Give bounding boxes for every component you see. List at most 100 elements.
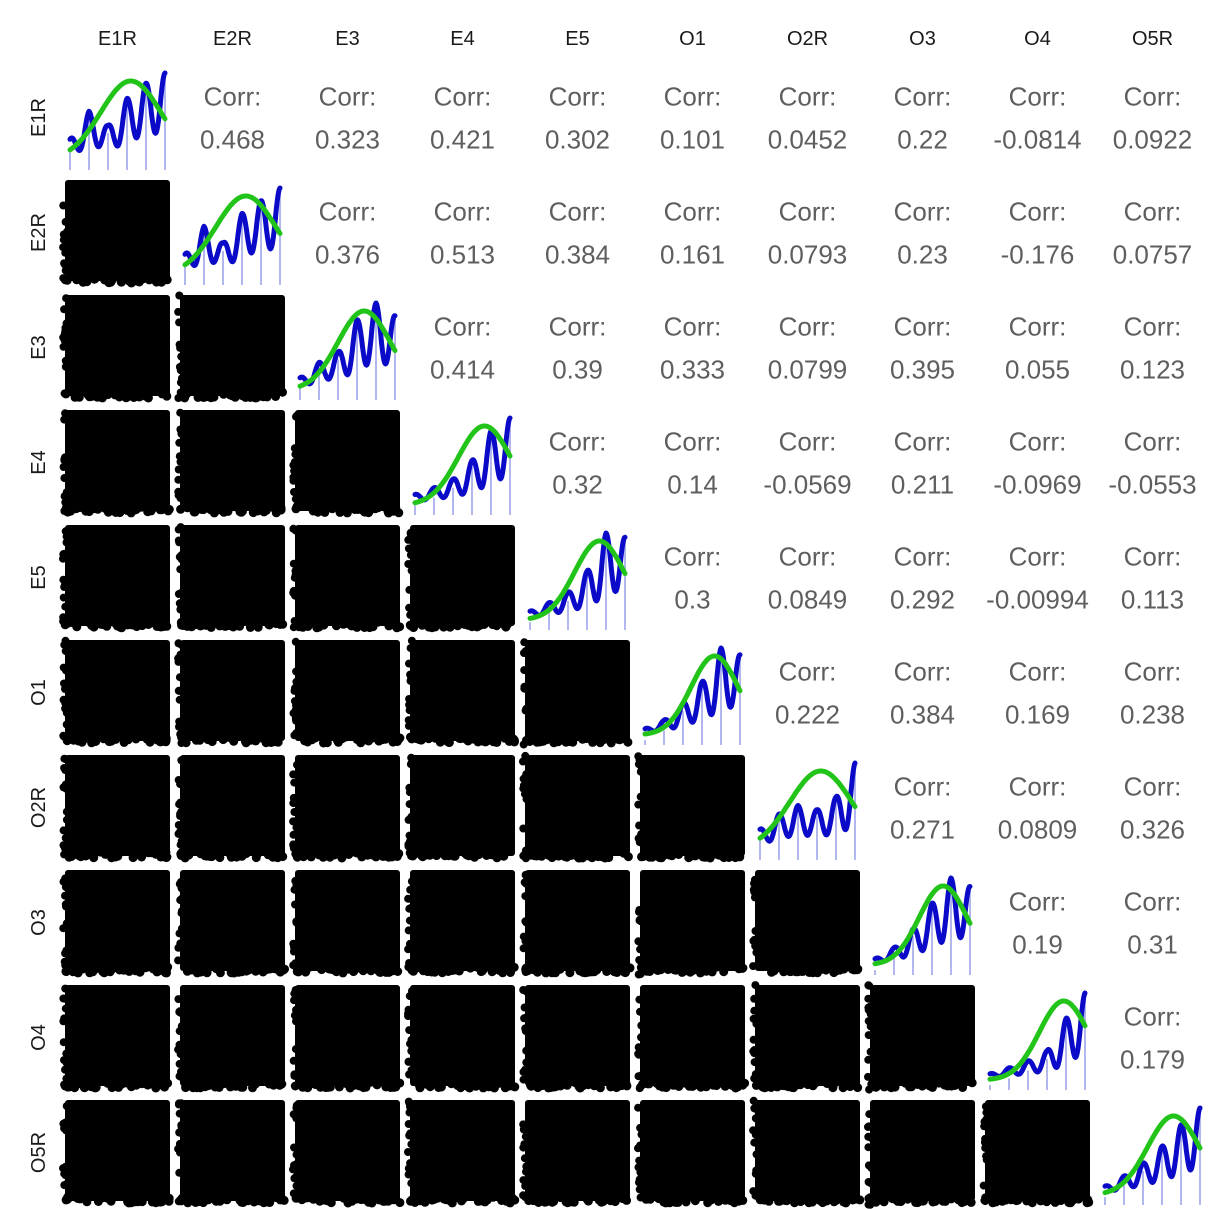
scatter-point	[62, 1179, 71, 1188]
scatter-panel-o2r-o1	[634, 752, 745, 863]
scatter-point	[375, 966, 385, 976]
row-label-e2r: E2R	[28, 213, 50, 252]
scatter-point	[209, 508, 219, 518]
scatter-point	[521, 892, 530, 901]
scatter-point	[988, 1198, 998, 1208]
scatter-point	[750, 1058, 759, 1067]
corr-label: Corr:	[779, 427, 837, 457]
scatter-point	[575, 966, 585, 976]
scatter-point	[62, 720, 71, 729]
corr-value-e3-o2r: 0.0799	[768, 355, 848, 385]
scatter-point	[417, 848, 427, 858]
panels: Corr: 0.468 Corr: 0.323 Corr: 0.421 Corr: 0.302…	[59, 70, 1203, 1209]
scatter-point	[114, 1082, 123, 1092]
scatter-point	[62, 532, 71, 541]
point-cloud	[295, 640, 400, 741]
scatter-point	[519, 1120, 528, 1129]
scatter-point	[488, 1192, 498, 1202]
scatter-point	[717, 849, 727, 859]
scatter-point	[273, 737, 283, 747]
point-cloud	[295, 525, 400, 626]
scatter-point	[292, 967, 301, 976]
scatter-point	[61, 755, 70, 764]
scatter-point	[681, 1197, 691, 1207]
scatter-point	[62, 319, 71, 328]
corr-panel-e1r-e3: Corr: 0.323	[315, 82, 380, 155]
scatter-point	[278, 619, 288, 629]
scatter-point	[406, 885, 415, 894]
scatter-point	[364, 508, 373, 518]
scatter-point	[595, 738, 605, 748]
scatter-point	[690, 1196, 700, 1206]
scatter-point	[430, 622, 440, 632]
scatter-point	[564, 737, 574, 747]
scatter-point	[913, 1196, 923, 1205]
scatter-point	[306, 852, 316, 862]
scatter-point	[879, 1196, 889, 1206]
point-cloud	[180, 410, 285, 511]
scatter-point	[695, 968, 705, 978]
scatter-point	[701, 852, 710, 862]
scatter-point	[520, 682, 529, 691]
scatter-point	[497, 848, 507, 857]
corr-value-e4-o1: 0.14	[667, 470, 718, 500]
corr-panel-o1-o3: Corr: 0.384	[890, 657, 955, 730]
scatter-point	[674, 1082, 684, 1091]
scatter-panel-e5-e2r	[174, 523, 288, 632]
scatter-point	[176, 366, 185, 375]
scatter-point	[289, 623, 298, 632]
scatter-point	[222, 1195, 232, 1205]
scatter-point	[61, 994, 70, 1003]
scatter-point	[227, 391, 237, 401]
scatter-point	[292, 677, 301, 686]
scatter-point	[404, 1005, 413, 1014]
scatter-point	[290, 444, 299, 453]
scatter-point	[424, 622, 434, 632]
scatter-panel-o4-e5	[519, 985, 632, 1093]
scatter-point	[405, 1131, 414, 1140]
scatter-point	[60, 1169, 69, 1178]
scatter-point	[237, 390, 247, 400]
corr-value-e5-o1: 0.3	[674, 585, 710, 615]
corr-label: Corr:	[1124, 312, 1182, 342]
scatter-point	[261, 1197, 271, 1207]
scatter-panel-e4-e1r	[59, 409, 174, 518]
corr-panel-e1r-o4: Corr: -0.0814	[993, 82, 1081, 155]
scatter-point	[634, 937, 643, 946]
scatter-point	[406, 1159, 415, 1168]
scatter-point	[356, 1195, 366, 1205]
scatter-panel-o5r-o3	[864, 1100, 976, 1209]
density-panel-e2r	[182, 185, 283, 285]
scatter-point	[90, 1083, 100, 1093]
scatter-point	[375, 1193, 385, 1203]
scatter-point	[292, 1160, 301, 1169]
scatter-point	[144, 620, 153, 629]
scatter-point	[1036, 1196, 1046, 1206]
scatter-point	[520, 649, 528, 657]
scatter-point	[670, 847, 680, 857]
scatter-point	[864, 981, 873, 990]
scatter-point	[569, 1197, 579, 1207]
scatter-point	[685, 967, 695, 977]
scatter-point	[673, 1197, 683, 1207]
scatter-point	[635, 1178, 643, 1187]
corr-value-e1r-o4: -0.0814	[993, 125, 1081, 155]
corr-label: Corr:	[894, 312, 952, 342]
point-cloud	[640, 870, 745, 971]
scatter-point	[384, 506, 394, 516]
scatter-point	[175, 438, 184, 447]
scatter-point	[175, 695, 184, 704]
scatter-point	[289, 473, 298, 482]
scatter-point	[292, 667, 301, 676]
scatter-point	[177, 884, 186, 893]
scatter-point	[373, 617, 383, 627]
scatter-point	[407, 1179, 416, 1188]
row-label-o1: O1	[28, 679, 50, 706]
point-cloud	[525, 755, 630, 856]
scatter-point	[831, 1195, 841, 1205]
scatter-point	[406, 644, 415, 653]
scatter-point	[175, 717, 184, 726]
scatter-panel-o5r-e5	[519, 1100, 632, 1208]
scatter-point	[128, 853, 138, 863]
scatter-panel-o4-e3	[289, 985, 405, 1093]
